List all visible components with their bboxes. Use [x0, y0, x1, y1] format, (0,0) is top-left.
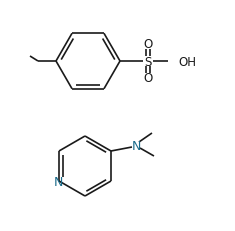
Text: OH: OH	[178, 55, 196, 68]
Text: S: S	[144, 55, 152, 68]
Text: N: N	[53, 176, 63, 189]
Text: O: O	[143, 72, 153, 85]
Text: O: O	[143, 38, 153, 51]
Text: N: N	[131, 140, 141, 153]
